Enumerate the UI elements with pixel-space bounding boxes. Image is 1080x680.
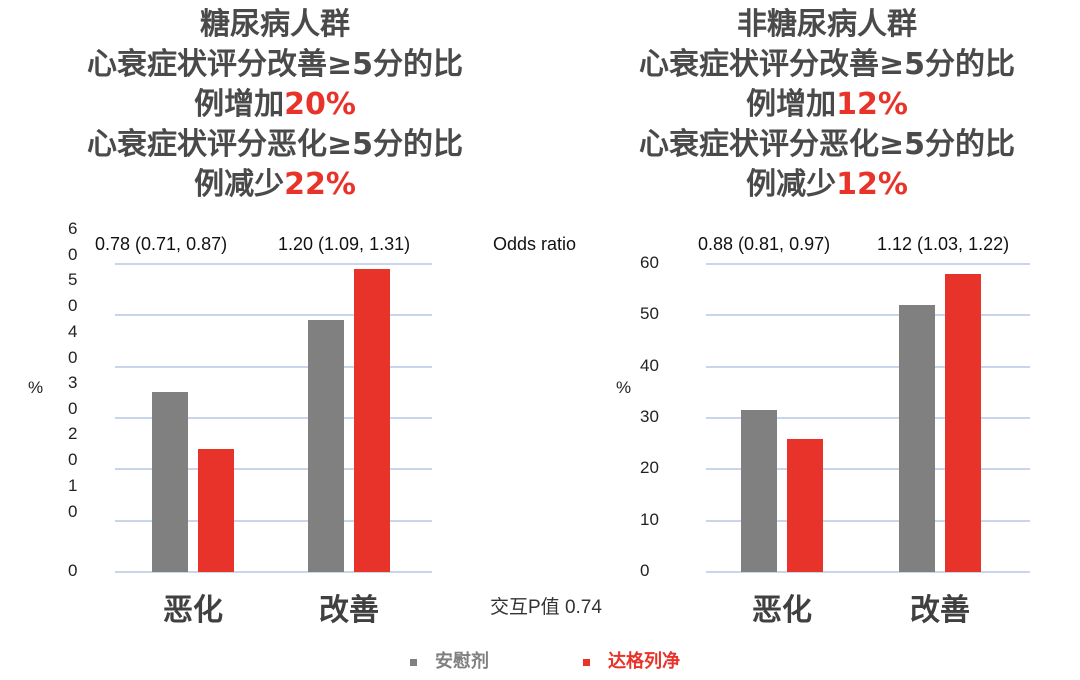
legend-placebo-swatch xyxy=(410,658,417,666)
left-odds-ratio-value: 0.78 (0.71, 0.87) xyxy=(95,234,228,254)
right-y-tick-label: 10 xyxy=(640,509,659,529)
right-y-tick-label: 30 xyxy=(640,407,659,426)
left-bar-drug-0 xyxy=(198,448,234,572)
right-title-line-1: 非糖尿病人群 xyxy=(737,7,917,42)
legend-drug-label: 达格列净 xyxy=(608,651,680,672)
left-title-line-1: 糖尿病人群 xyxy=(200,7,350,42)
left-bar-placebo-0 xyxy=(152,392,188,572)
left-odds-ratio-value: 1.20 (1.09, 1.31) xyxy=(278,234,411,254)
left-gridline xyxy=(115,468,432,471)
odds-ratio-label: Odds ratio xyxy=(493,234,577,254)
right-y-tick-label: 50 xyxy=(640,304,659,324)
right-gridline xyxy=(706,571,1030,573)
interaction-p-value: 交互P值 0.74 xyxy=(490,597,602,618)
right-odds-ratio-value: 0.88 (0.81, 0.97) xyxy=(698,234,831,254)
right-title-line-4: 心衰症状评分恶化≥5分的比 xyxy=(638,127,1015,162)
right-bar-placebo-0 xyxy=(741,410,777,572)
right-bar-drug-1 xyxy=(945,274,981,572)
left-gridline xyxy=(115,314,432,317)
right-title-line-3: 例增加 xyxy=(746,87,837,122)
left-bar-placebo-1 xyxy=(308,320,344,572)
right-gridline xyxy=(706,519,1030,522)
right-gridline xyxy=(706,263,1030,265)
right-y-axis-unit: % xyxy=(616,378,632,397)
left-title-line-5: 例减少 xyxy=(194,167,285,202)
right-gridline xyxy=(706,314,1030,317)
right-chart-title: 非糖尿病人群 心衰症状评分改善≥5分的比 例增加12% 心衰症状评分恶化≥5分的… xyxy=(592,5,1062,205)
right-title-line-2: 心衰症状评分改善≥5分的比 xyxy=(638,47,1015,82)
left-gridline xyxy=(115,417,432,419)
right-gridline xyxy=(706,468,1030,471)
left-chart-title: 糖尿病人群 心衰症状评分改善≥5分的比 例增加20% 心衰症状评分恶化≥5分的比… xyxy=(40,5,510,205)
legend-placebo-label: 安慰剂 xyxy=(435,651,489,672)
right-title-highlight-1: 12% xyxy=(836,87,908,122)
legend-drug-swatch xyxy=(583,658,590,666)
right-y-tick-label: 60 xyxy=(640,253,659,272)
right-title-line-5: 例减少 xyxy=(746,167,837,202)
left-gridline xyxy=(115,365,432,368)
right-gridline xyxy=(706,417,1030,419)
right-bar-placebo-1 xyxy=(899,305,935,572)
left-y-axis-unit: % xyxy=(28,378,44,397)
left-title-highlight-2: 22% xyxy=(284,167,356,202)
left-title-line-2: 心衰症状评分改善≥5分的比 xyxy=(86,47,463,82)
right-odds-ratio-value: 1.12 (1.03, 1.22) xyxy=(877,234,1010,254)
left-bar-drug-1 xyxy=(354,269,390,572)
left-title-line-4: 心衰症状评分恶化≥5分的比 xyxy=(86,127,463,162)
left-gridline xyxy=(115,519,432,522)
legend-drug: 达格列净 xyxy=(583,647,680,673)
left-x-category-label: 恶化 xyxy=(163,593,223,628)
legend-placebo: 安慰剂 xyxy=(410,647,489,673)
left-title-highlight-1: 20% xyxy=(284,87,356,122)
left-x-category-label: 改善 xyxy=(319,593,379,628)
right-y-tick-label: 40 xyxy=(640,355,659,375)
right-x-category-label: 改善 xyxy=(910,593,970,628)
left-gridline xyxy=(115,263,432,265)
right-bar-drug-0 xyxy=(787,438,823,572)
left-y-tick-label: 0 xyxy=(68,561,78,580)
right-gridline xyxy=(706,365,1030,368)
right-y-tick-label: 20 xyxy=(640,458,659,478)
left-gridline xyxy=(115,571,432,573)
right-y-tick-label: 0 xyxy=(640,561,650,580)
right-x-category-label: 恶化 xyxy=(752,593,812,628)
right-title-highlight-2: 12% xyxy=(836,167,908,202)
left-title-line-3: 例增加 xyxy=(194,87,285,122)
